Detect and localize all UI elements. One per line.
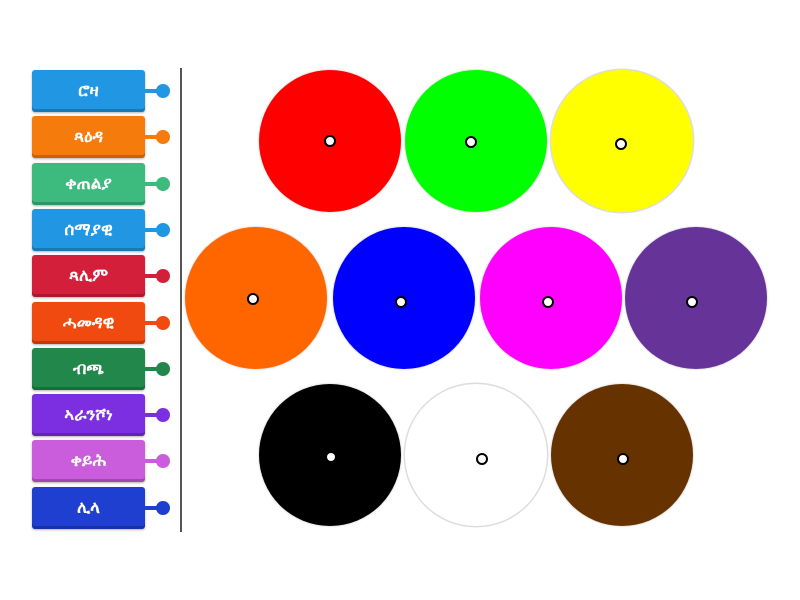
draggable-label[interactable]: ሮዛ <box>32 70 145 112</box>
drop-target-dot[interactable] <box>395 296 407 308</box>
connector-line <box>145 320 159 325</box>
connector-line <box>145 89 159 93</box>
connector-handle[interactable] <box>156 176 170 191</box>
connector-line <box>145 505 159 510</box>
drop-target-dot[interactable] <box>686 296 698 308</box>
drop-target-dot[interactable] <box>617 453 629 465</box>
connector-line <box>145 181 159 186</box>
connector-line <box>145 274 159 279</box>
connector-handle[interactable] <box>156 130 170 145</box>
connector-handle[interactable] <box>156 454 170 469</box>
connector-handle[interactable] <box>156 84 170 98</box>
drop-target-dot[interactable] <box>324 135 336 147</box>
connector-handle[interactable] <box>156 500 170 515</box>
draggable-label[interactable]: ጻዕዳ <box>32 116 145 159</box>
draggable-label[interactable]: ኣራንሾነ <box>32 394 145 437</box>
draggable-label[interactable]: ጻሊም <box>32 255 145 298</box>
connector-line <box>145 413 159 418</box>
connector-line <box>145 135 159 140</box>
connector-handle[interactable] <box>156 222 170 237</box>
connector-handle[interactable] <box>156 361 170 376</box>
draggable-label[interactable]: ቀይሕ <box>32 440 145 483</box>
drop-target-dot[interactable] <box>615 138 627 150</box>
draggable-label[interactable]: ቀጠልያ <box>32 162 145 205</box>
drop-target-dot[interactable] <box>476 453 488 465</box>
connector-line <box>145 366 159 371</box>
connector-handle[interactable] <box>156 315 170 330</box>
draggable-label[interactable]: ብጫ <box>32 347 145 390</box>
drop-target-dot[interactable] <box>325 451 337 463</box>
drop-target-dot[interactable] <box>542 296 554 308</box>
drop-target-dot[interactable] <box>465 136 477 148</box>
connector-line <box>145 459 159 464</box>
connector-handle[interactable] <box>156 269 170 284</box>
draggable-label[interactable]: ሊላ <box>32 486 145 529</box>
drop-target-dot[interactable] <box>247 293 259 305</box>
draggable-label[interactable]: ሰማያዊ <box>32 208 145 251</box>
connector-handle[interactable] <box>156 408 170 423</box>
connector-line <box>145 227 159 232</box>
draggable-label[interactable]: ሓመዳዊ <box>32 301 145 344</box>
divider <box>180 68 182 532</box>
